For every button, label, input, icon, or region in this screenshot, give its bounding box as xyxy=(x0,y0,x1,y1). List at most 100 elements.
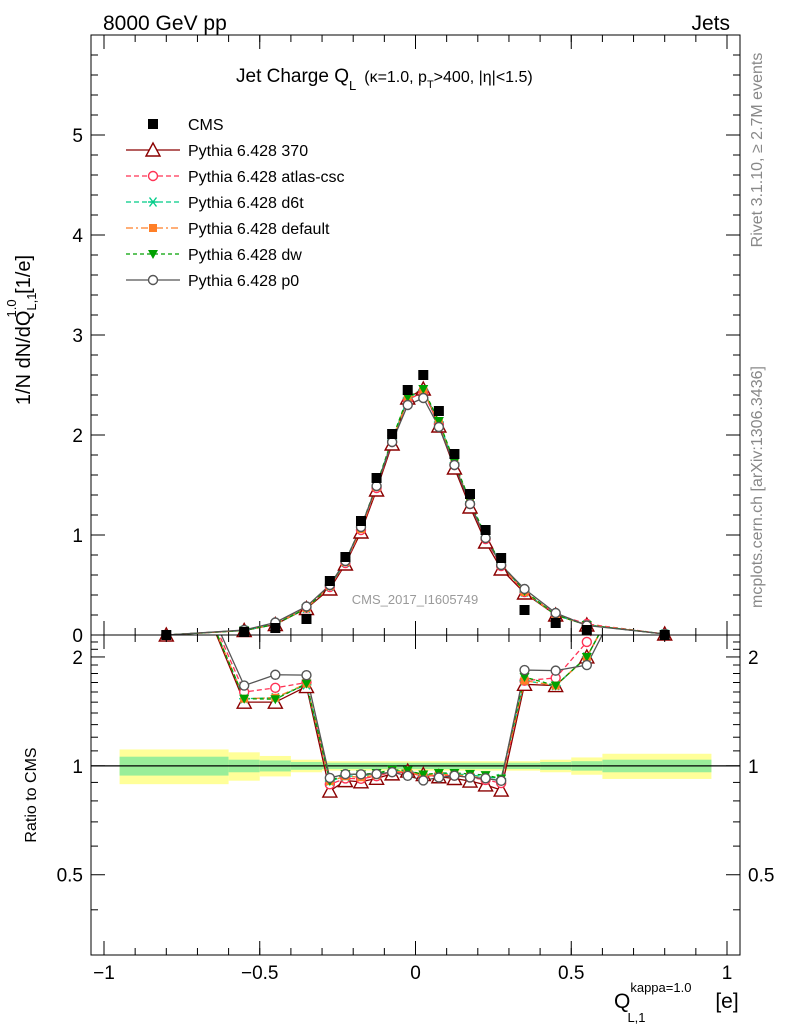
x-tick-label: 0.5 xyxy=(558,963,584,984)
series-marker xyxy=(402,393,413,402)
cms-data-point xyxy=(433,406,444,416)
series-marker xyxy=(464,498,476,510)
ratio-series-marker xyxy=(480,773,491,784)
x-tick-label: 0 xyxy=(410,963,421,984)
ratio-frame xyxy=(90,634,741,956)
cms-data-point xyxy=(402,385,413,395)
ratio-series-marker xyxy=(519,664,530,676)
ratio-series-marker xyxy=(495,775,507,787)
ratio-series-marker xyxy=(371,768,382,780)
ratio-series-marker xyxy=(581,652,592,662)
cms-data-point xyxy=(581,625,592,635)
y-label-main: 1/N dN/dQ xyxy=(13,311,35,405)
cms-data-point xyxy=(239,627,250,637)
main-axis-ticks: 0 1 2 3 4 5 xyxy=(72,35,740,647)
legend-marker-cms xyxy=(148,119,158,129)
ratio-series-line xyxy=(216,635,600,782)
y-label-unit: [1/e] xyxy=(13,255,35,299)
ratio-axis-ticks: 0.5 0.5 1 1 2 2 −1 −0.5 0 0.5 1 xyxy=(57,635,774,984)
cms-data-point xyxy=(324,576,335,586)
ratio-series-marker xyxy=(301,679,312,689)
cms-data-point xyxy=(371,473,382,483)
ratio-series-marker xyxy=(270,695,281,705)
x-tick-label: −1 xyxy=(93,963,115,984)
main-panel: 0 1 2 3 4 5 CMS_2017_I1605749 Jet Charge QL (κ… xyxy=(4,34,741,647)
title-cond-b: >400, |η|<1.5) xyxy=(434,69,533,86)
ratio-y-label: Ratio to CMS xyxy=(23,747,40,842)
legend-label: Pythia 6.428 default xyxy=(188,221,330,238)
beam-label: 8000 GeV pp xyxy=(103,12,227,35)
series-line xyxy=(166,397,665,635)
ratio-series-marker xyxy=(492,781,510,797)
ratio-y-tick-label: 1 xyxy=(72,757,83,778)
watermark-group: CMS_2017_I1605749 xyxy=(352,592,479,607)
legend-label: CMS xyxy=(188,117,224,134)
legend-marker xyxy=(147,170,159,182)
legend-label: Pythia 6.428 370 xyxy=(188,143,308,160)
ratio-series-marker xyxy=(321,782,339,798)
cms-data-point xyxy=(449,449,460,459)
ratio-uncertainty-bands xyxy=(119,749,712,785)
mcplots-label: mcplots.cern.ch [arXiv:1306.3436] xyxy=(749,366,766,608)
rivet-label: Rivet 3.1.10, ≥ 2.7M events xyxy=(749,53,766,248)
ratio-series-lines xyxy=(215,635,603,793)
legend-marker xyxy=(147,274,159,286)
y-axis-label: 1/N dN/dQL,1 1.0 [1/e] xyxy=(4,255,39,405)
y-tick-label: 5 xyxy=(72,126,83,147)
ratio-series-marker xyxy=(386,767,398,778)
y-tick-label: 3 xyxy=(72,326,83,347)
x-label-unit: [e] xyxy=(710,990,739,1013)
y-tick-label: 2 xyxy=(72,426,83,447)
legend-label: Pythia 6.428 atlas-csc xyxy=(188,169,345,186)
series-marker xyxy=(433,417,444,426)
series-marker xyxy=(449,459,460,471)
ratio-series-marker xyxy=(550,681,561,691)
ratio-y-tick-label-right: 2 xyxy=(748,648,759,669)
ratio-panel: 0.5 0.5 1 1 2 2 −1 −0.5 0 0.5 1 Ratio to CMS xyxy=(23,634,774,984)
x-label-sup: kappa=1.0 xyxy=(630,980,691,995)
ratio-series-marker xyxy=(238,680,250,691)
x-label-main: Q xyxy=(614,990,630,1013)
legend-marker xyxy=(144,141,162,157)
cms-data-point xyxy=(301,614,312,624)
y-tick-label: 1 xyxy=(72,526,83,547)
legend-marker xyxy=(148,250,158,259)
legend-marker xyxy=(148,197,158,207)
ratio-series-marker xyxy=(581,636,593,648)
series-marker xyxy=(550,607,561,619)
ratio-series-marker xyxy=(449,770,460,781)
y-tick-label: 0 xyxy=(72,626,83,647)
cms-data-point xyxy=(270,623,281,633)
title-main: Jet Charge Q xyxy=(236,66,349,87)
legend-marker xyxy=(149,224,157,232)
title-cond-a: (κ=1.0, p xyxy=(364,69,427,86)
cms-data-point xyxy=(550,618,561,628)
legend: CMS Pythia 6.428 370 Pythia 6.428 atlas-cs… xyxy=(126,117,345,290)
ratio-series-marker xyxy=(402,770,413,781)
y-label-sub: L,1 xyxy=(24,293,39,311)
ratio-series-marker xyxy=(418,770,429,780)
series-marker xyxy=(301,601,312,612)
cms-data-point xyxy=(387,429,398,439)
ratio-series-marker xyxy=(324,772,336,784)
ratio-y-tick-label-right: 0.5 xyxy=(748,866,774,887)
x-axis-label: Qkappa=1.0 L,1 [e] xyxy=(614,980,739,1024)
series-marker xyxy=(519,583,530,595)
ratio-series-marker xyxy=(340,768,351,780)
ratio-series-marker xyxy=(270,682,281,694)
ratio-series-marker xyxy=(418,775,429,786)
ratio-y-tick-label: 2 xyxy=(72,648,83,669)
ratio-series-marker xyxy=(301,669,312,681)
ratio-series-marker xyxy=(550,665,561,676)
x-label-sub: L,1 xyxy=(627,1010,645,1024)
asterisk-stroke xyxy=(148,197,158,207)
ratio-series-marker xyxy=(581,659,593,671)
watermark-text: CMS_2017_I1605749 xyxy=(352,592,479,607)
cms-data-point xyxy=(480,525,491,535)
series-marker xyxy=(433,421,445,433)
ratio-y-tick-label: 0.5 xyxy=(57,866,83,887)
y-tick-label: 4 xyxy=(72,226,83,247)
series-marker xyxy=(418,392,429,404)
ratio-series-marker xyxy=(270,669,281,680)
